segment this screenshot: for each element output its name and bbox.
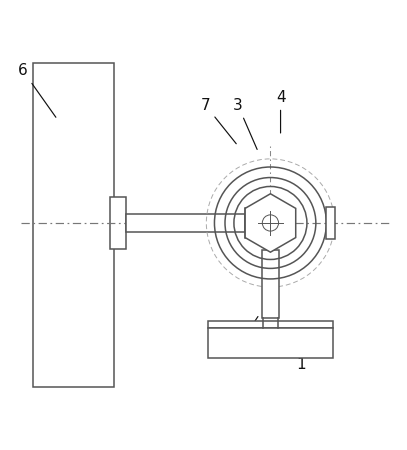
Polygon shape — [245, 194, 296, 252]
Bar — [262, 250, 279, 318]
Text: 1: 1 — [296, 337, 316, 373]
Bar — [33, 63, 114, 387]
Text: 2: 2 — [229, 316, 258, 360]
Text: 3: 3 — [233, 98, 257, 149]
Bar — [245, 207, 253, 239]
Text: 6: 6 — [18, 63, 56, 117]
Text: 4: 4 — [276, 90, 285, 133]
Text: 7: 7 — [201, 98, 236, 144]
Bar — [326, 207, 335, 239]
Bar — [208, 321, 333, 328]
Bar — [208, 328, 333, 358]
Polygon shape — [126, 214, 245, 232]
Bar — [110, 197, 126, 249]
Circle shape — [263, 215, 278, 231]
